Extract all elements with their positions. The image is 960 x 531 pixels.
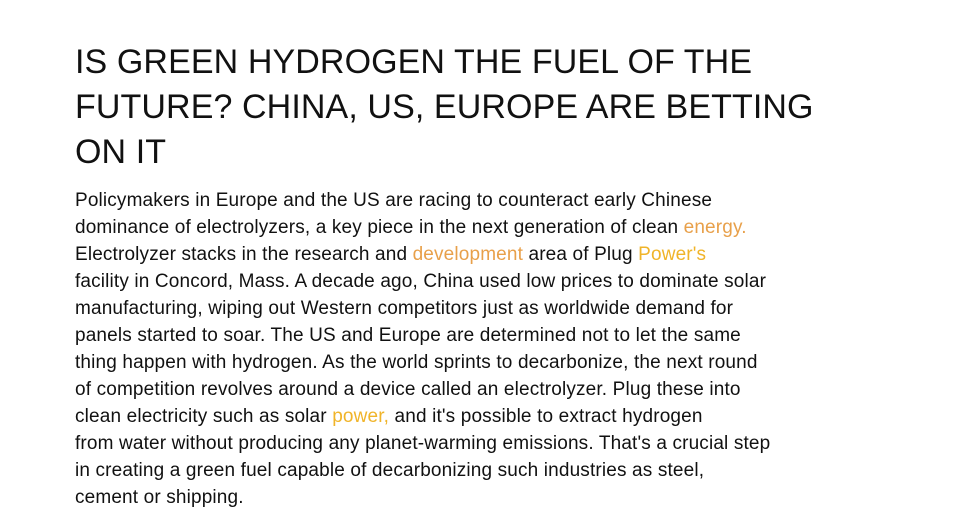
body-text-line: Electrolyzer stacks in the research and — [75, 244, 413, 265]
body-text-line: and it's possible to extract hydrogen — [389, 406, 703, 427]
body-text-line: manufacturing, wiping out Western compet… — [75, 298, 734, 319]
body-text-line: facility in Concord, Mass. A decade ago,… — [75, 271, 767, 292]
headline-line-1: IS GREEN HYDROGEN THE FUEL OF THE — [75, 43, 753, 81]
power-link[interactable]: power, — [332, 406, 390, 427]
body-text-line: of competition revolves around a device … — [75, 379, 741, 400]
body-text-line: cement or shipping. — [75, 487, 244, 508]
body-text-line: Policymakers in Europe and the US are ra… — [75, 190, 713, 211]
development-link[interactable]: development — [412, 244, 524, 265]
article-headline: IS GREEN HYDROGEN THE FUEL OF THE FUTURE?… — [75, 40, 875, 175]
article-body: Policymakers in Europe and the US are ra… — [75, 187, 875, 511]
body-text-line: area of Plug — [523, 244, 639, 265]
headline-line-3: ON IT — [75, 133, 167, 171]
body-text-line: from water without producing any planet-… — [75, 433, 771, 454]
article: IS GREEN HYDROGEN THE FUEL OF THE FUTURE?… — [75, 40, 875, 511]
energy-link[interactable]: energy. — [683, 217, 747, 238]
body-text-line: thing happen with hydrogen. As the world… — [75, 352, 758, 373]
body-text-line: clean electricity such as solar — [75, 406, 333, 427]
headline-line-2: FUTURE? CHINA, US, EUROPE ARE BETTING — [75, 88, 814, 126]
body-text-line: in creating a green fuel capable of deca… — [75, 460, 705, 481]
powers-link[interactable]: Power's — [638, 244, 707, 265]
body-text-line: dominance of electrolyzers, a key piece … — [75, 217, 684, 238]
body-text-line: panels started to soar. The US and Europ… — [75, 325, 741, 346]
